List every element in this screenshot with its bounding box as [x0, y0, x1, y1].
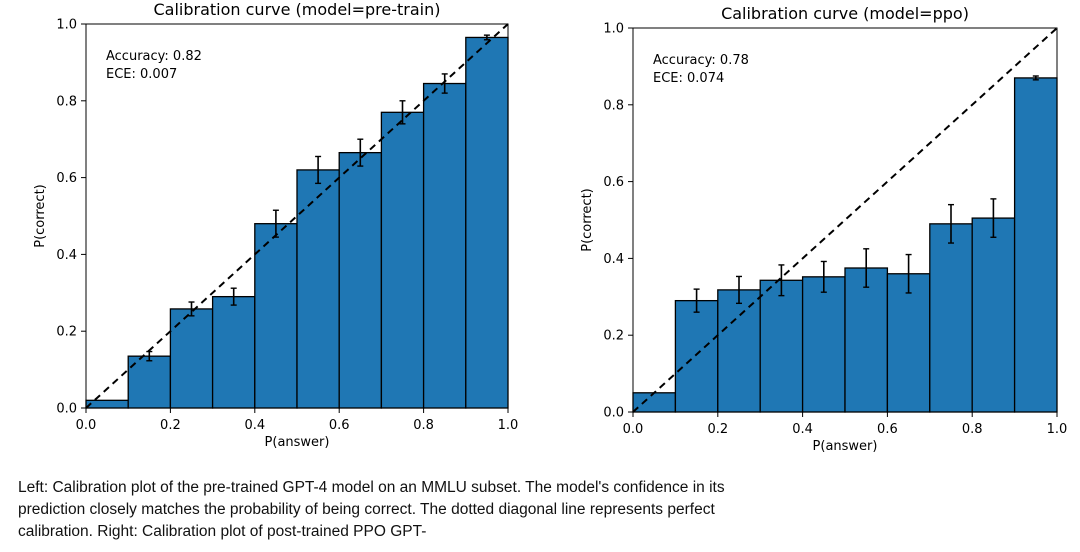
bar-ppo-0 [632, 392, 677, 413]
bar-pretrain-2 [169, 308, 214, 409]
x-tick-label-pretrain-3: 0.6 [329, 418, 350, 433]
figure-caption: Left: Calibration plot of the pre-traine… [18, 477, 778, 552]
y-tick-label-ppo-3: 0.6 [603, 175, 624, 190]
y-tick-label-ppo-0: 0.0 [603, 406, 624, 421]
x-axis-label-pretrain: P(answer) [265, 435, 330, 450]
x-axis-label-ppo: P(answer) [813, 439, 878, 454]
x-tick-label-ppo-2: 0.4 [792, 422, 813, 437]
x-tick-label-pretrain-5: 1.0 [498, 418, 519, 433]
bar-ppo-9 [1013, 77, 1058, 413]
bar-ppo-8 [971, 217, 1016, 413]
caption-text: Left: Calibration plot of the pre-traine… [18, 479, 725, 540]
y-tick-label-ppo-4: 0.8 [603, 98, 624, 113]
bar-pretrain-4 [254, 223, 298, 409]
x-tick-label-ppo-3: 0.6 [877, 422, 898, 437]
bar-pretrain-5 [296, 169, 340, 409]
annotation-ppo-1: ECE: 0.074 [653, 71, 724, 86]
y-tick-label-ppo-5: 1.0 [603, 22, 624, 37]
y-tick-label-ppo-2: 0.4 [603, 252, 624, 267]
annotation-pretrain-1: ECE: 0.007 [106, 67, 177, 82]
bar-pretrain-0 [85, 399, 129, 409]
charts-area: Calibration curve (model=pre-train)0.0 0.… [33, 0, 1067, 454]
y-tick-label-pretrain-3: 0.6 [56, 171, 77, 186]
bar-pretrain-7 [380, 111, 425, 409]
annotation-pretrain-0: Accuracy: 0.82 [106, 49, 202, 64]
x-tick-label-pretrain-1: 0.2 [160, 418, 181, 433]
bar-ppo-4 [801, 276, 846, 413]
y-tick-label-pretrain-4: 0.8 [56, 94, 77, 109]
bar-pretrain-9 [465, 36, 509, 409]
bar-ppo-5 [844, 267, 889, 413]
y-axis-label-ppo: P(correct) [580, 188, 595, 252]
bar-pretrain-8 [422, 82, 467, 409]
bar-pretrain-1 [127, 355, 172, 409]
y-tick-label-ppo-1: 0.2 [603, 329, 624, 344]
x-tick-label-ppo-5: 1.0 [1047, 422, 1068, 437]
bar-pretrain-6 [338, 151, 383, 409]
plot-frame-pretrain [85, 23, 509, 409]
x-tick-label-ppo-0: 0.0 [623, 422, 644, 437]
bar-ppo-3 [759, 279, 804, 413]
bar-pretrain-3 [211, 295, 256, 409]
x-tick-label-ppo-1: 0.2 [707, 422, 728, 437]
calibration-chart-ppo: Calibration curve (model=ppo) 0.0 0.2 0.4 0.… [580, 4, 1067, 454]
y-tick-label-pretrain-2: 0.4 [56, 248, 77, 263]
x-tick-label-ppo-4: 0.8 [962, 422, 983, 437]
chart-title-ppo: Calibration curve (model=ppo) [721, 4, 969, 23]
y-tick-label-pretrain-5: 1.0 [56, 18, 77, 33]
calibration-chart-pretrain: Calibration curve (model=pre-train)0.0 0.… [33, 0, 518, 450]
y-axis-label-pretrain: P(correct) [33, 184, 48, 248]
bar-ppo-7 [929, 223, 973, 413]
x-tick-label-pretrain-4: 0.8 [413, 418, 434, 433]
bar-ppo-1 [674, 299, 719, 413]
x-tick-label-pretrain-2: 0.4 [244, 418, 265, 433]
y-tick-label-pretrain-0: 0.0 [56, 402, 77, 417]
x-tick-label-pretrain-0: 0.0 [76, 418, 97, 433]
y-tick-label-pretrain-1: 0.2 [56, 325, 77, 340]
bar-ppo-6 [886, 273, 931, 413]
annotation-ppo-0: Accuracy: 0.78 [653, 53, 749, 68]
chart-title-pretrain: Calibration curve (model=pre-train) [153, 0, 440, 19]
bar-ppo-2 [717, 289, 761, 413]
plot-frame-ppo [632, 27, 1058, 413]
